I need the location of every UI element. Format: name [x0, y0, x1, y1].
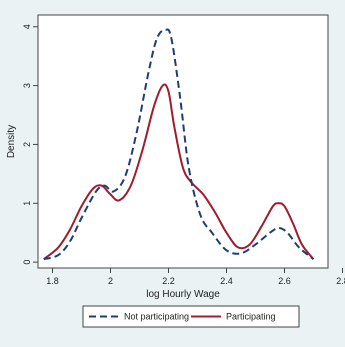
axes: 1.8 2 2.2 2.4 2.6 2.8 0 1 2 3 4	[22, 24, 345, 286]
x-tick-label: 2.6	[278, 276, 291, 286]
y-tick-label: 2	[22, 142, 32, 147]
y-tick-label: 3	[22, 83, 32, 88]
legend-label-participating: Participating	[226, 312, 276, 322]
y-tick-label: 4	[22, 24, 32, 29]
y-axis-label: Density	[6, 125, 17, 158]
x-tick-label: 2.2	[162, 276, 175, 286]
series-line-not-participating	[43, 28, 315, 261]
x-tick-label: 2.8	[336, 276, 345, 286]
x-tick-label: 2.4	[220, 276, 233, 286]
y-tick-label: 0	[22, 260, 32, 265]
x-tick-label: 2	[108, 276, 113, 286]
x-tick-label: 1.8	[46, 276, 59, 286]
series-line-participating	[43, 83, 315, 260]
legend: Not participating Participating	[82, 305, 300, 328]
legend-label-not-participating: Not participating	[124, 312, 189, 322]
y-tick-label: 1	[22, 201, 32, 206]
plot-area	[37, 14, 329, 269]
series-layer	[43, 28, 315, 261]
x-axis-label: log Hourly Wage	[146, 289, 220, 300]
